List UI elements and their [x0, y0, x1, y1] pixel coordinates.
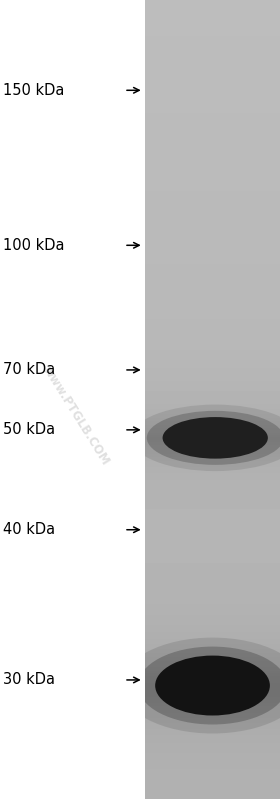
Text: 30 kDa: 30 kDa: [3, 673, 55, 687]
Text: 100 kDa: 100 kDa: [3, 238, 64, 252]
Text: 150 kDa: 150 kDa: [3, 83, 64, 97]
Text: 70 kDa: 70 kDa: [3, 363, 55, 377]
Text: 50 kDa: 50 kDa: [3, 423, 55, 437]
Text: www.PTGLB.COM: www.PTGLB.COM: [40, 364, 111, 467]
Bar: [0, 0, 145, 799]
Text: 40 kDa: 40 kDa: [3, 523, 55, 537]
